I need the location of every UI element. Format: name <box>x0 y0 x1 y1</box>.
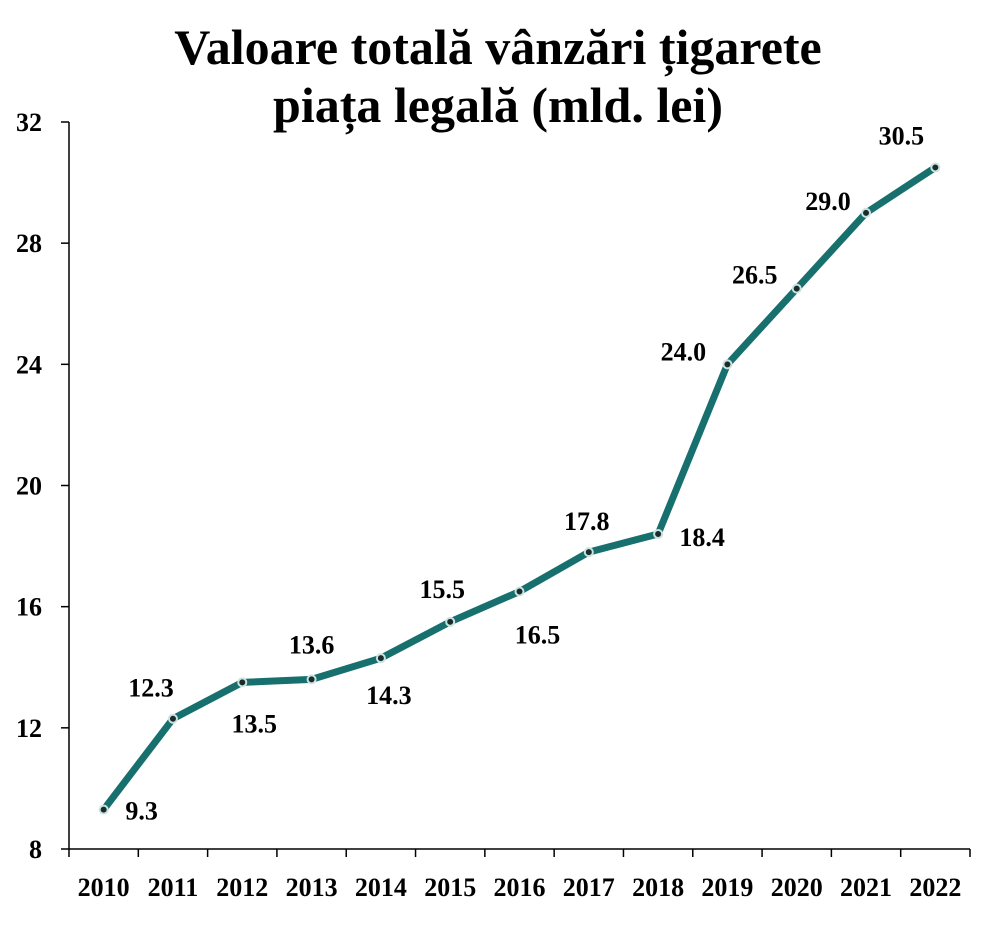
data-point <box>237 677 248 688</box>
data-label: 15.5 <box>419 575 465 604</box>
data-point <box>98 804 109 815</box>
data-point <box>653 528 664 539</box>
y-tick-label: 28 <box>16 229 42 258</box>
chart-title-line-2: piața legală (mld. lei) <box>273 77 723 133</box>
chart-title-line-1: Valoare totală vânzări țigarete <box>174 19 822 75</box>
data-point <box>861 207 872 218</box>
x-tick-label: 2010 <box>78 873 130 902</box>
data-label: 30.5 <box>879 121 925 150</box>
data-label: 29.0 <box>805 187 851 216</box>
x-tick-label: 2022 <box>909 873 961 902</box>
data-point <box>167 713 178 724</box>
series-line <box>100 163 939 814</box>
data-label: 13.5 <box>232 709 278 738</box>
data-label: 18.4 <box>679 523 725 552</box>
data-label: 9.3 <box>125 797 158 826</box>
data-label: 12.3 <box>128 674 174 703</box>
data-label: 26.5 <box>732 261 778 290</box>
y-tick-label: 20 <box>16 472 42 501</box>
x-tick-label: 2021 <box>840 873 892 902</box>
data-label: 24.0 <box>661 337 707 366</box>
data-point <box>306 674 317 685</box>
data-label: 17.8 <box>564 507 610 536</box>
x-tick-label: 2013 <box>286 873 338 902</box>
x-tick-label: 2017 <box>563 873 615 902</box>
y-tick-label: 24 <box>16 350 42 379</box>
x-tick-label: 2014 <box>355 873 407 902</box>
data-label: 13.6 <box>289 630 335 659</box>
x-tick-label: 2018 <box>632 873 684 902</box>
data-point <box>583 547 594 558</box>
y-tick-label: 32 <box>16 108 42 137</box>
x-tick-label: 2019 <box>701 873 753 902</box>
y-tick-label: 16 <box>16 593 42 622</box>
x-tick-label: 2012 <box>216 873 268 902</box>
data-point <box>722 359 733 370</box>
y-tick-label: 8 <box>29 835 42 864</box>
x-tick-label: 2020 <box>771 873 823 902</box>
data-point <box>375 653 386 664</box>
x-tick-label: 2016 <box>494 873 546 902</box>
x-tick-label: 2011 <box>148 873 199 902</box>
y-tick-label: 12 <box>16 714 42 743</box>
chart-title: Valoare totală vânzări țigarete piața le… <box>0 18 996 134</box>
data-point <box>514 586 525 597</box>
data-point <box>791 283 802 294</box>
data-point <box>930 162 941 173</box>
data-label: 16.5 <box>515 621 561 650</box>
data-label: 14.3 <box>366 681 412 710</box>
x-tick-label: 2015 <box>424 873 476 902</box>
data-point <box>445 616 456 627</box>
